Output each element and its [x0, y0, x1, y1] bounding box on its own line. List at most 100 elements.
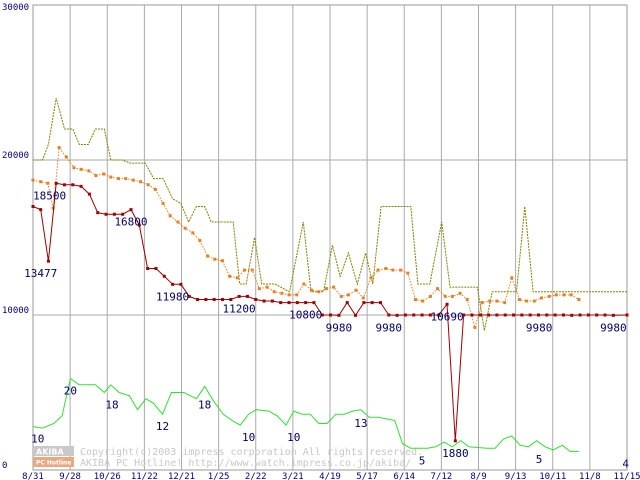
min-price-point [320, 313, 324, 317]
x-axis-ticks: 8/31 9/28 10/26 11/22 12/21 1/25 2/22 3/21 4/19 5… [22, 472, 640, 480]
average-price-point [525, 299, 529, 303]
average-price-point [257, 287, 261, 291]
data-label: 9980 [526, 321, 553, 334]
min-price-point [287, 301, 291, 305]
min-price-point [412, 313, 416, 317]
min-price-point [487, 313, 491, 317]
min-price-point [354, 313, 358, 317]
average-price-point [280, 291, 284, 295]
average-price-point [242, 268, 246, 272]
average-price-point [183, 226, 187, 230]
average-price-point [532, 299, 536, 303]
min-price-point [625, 313, 629, 317]
average-price-point [547, 294, 551, 298]
max-price-line [33, 97, 627, 331]
site-url-line: AKIBA PC Hotline! http://www.watch.impre… [80, 458, 411, 469]
data-label: 12 [156, 420, 169, 433]
average-price-point [436, 287, 440, 291]
average-price-point [198, 239, 202, 243]
data-label: 20 [64, 385, 77, 398]
min-price-point [179, 282, 183, 286]
min-price-point [536, 313, 540, 317]
average-price-point [109, 175, 113, 179]
average-price-point [31, 178, 35, 182]
min-price-point [196, 298, 200, 301]
min-price-point [79, 184, 83, 188]
x-tick-label: 10/26 [94, 472, 121, 480]
average-price-point [295, 293, 299, 297]
average-price-point [310, 288, 314, 292]
min-price-point [495, 313, 499, 317]
average-price-point [79, 167, 83, 171]
average-price-point [539, 296, 543, 300]
min-price-point [345, 301, 349, 305]
average-price-point [317, 290, 321, 294]
average-price-point [228, 274, 232, 278]
average-price-point [287, 293, 291, 297]
average-price-point [168, 214, 172, 218]
y-axis-ticks: 30000 20000 10000 0 [2, 3, 29, 471]
data-label: 10690 [430, 310, 463, 323]
copyright-line: Copyright(c)2003 impress corporation All… [80, 447, 423, 458]
min-price-point [104, 212, 108, 216]
data-label: 5 [419, 454, 426, 467]
average-price-point [235, 276, 239, 280]
min-price-point [370, 301, 374, 305]
average-price-point [117, 177, 121, 181]
data-label: 11980 [156, 290, 189, 303]
min-price-point [512, 313, 516, 317]
min-price-point [595, 313, 599, 317]
y-tick-label: 30000 [2, 3, 29, 13]
average-price-point [324, 287, 328, 291]
min-price-point [137, 223, 141, 227]
min-price-point [262, 299, 266, 303]
min-price-point [62, 183, 66, 187]
average-price-point [510, 276, 514, 280]
average-price-point [176, 220, 180, 224]
data-label: 11200 [223, 302, 256, 315]
min-price-point [171, 282, 175, 286]
min-price-point [204, 298, 208, 301]
average-price-point [517, 298, 521, 301]
min-price-point [437, 313, 441, 317]
average-price-point [332, 285, 336, 289]
data-series [31, 97, 629, 452]
average-price-point [458, 291, 462, 295]
min-price-point [553, 313, 557, 317]
min-price-point [329, 313, 333, 317]
min-price-point [237, 294, 241, 298]
average-price-point [577, 298, 581, 301]
average-price-point [465, 298, 469, 301]
data-label: 5 [536, 453, 543, 466]
average-price-point [399, 268, 403, 272]
min-price-point [295, 301, 299, 305]
average-price-point [213, 257, 217, 261]
min-price-point [254, 298, 258, 301]
average-price-point [361, 296, 365, 300]
data-label: 4 [622, 457, 629, 470]
average-price-point [191, 231, 195, 235]
data-label: 18 [198, 399, 211, 412]
average-price-point [369, 276, 373, 280]
min-price-point [545, 313, 549, 317]
average-price-point [272, 290, 276, 294]
min-price-point [154, 267, 158, 270]
data-label: 1880 [442, 447, 469, 460]
average-price-point [569, 293, 573, 297]
min-price-point [212, 298, 216, 301]
min-price-point [54, 181, 58, 185]
x-tick-label: 9/13 [505, 472, 527, 480]
data-label: 10 [31, 433, 44, 446]
min-price-point [420, 313, 424, 317]
x-tick-label: 7/12 [431, 472, 453, 480]
average-price-point [146, 183, 150, 187]
average-price-point [428, 294, 432, 298]
average-price-point [384, 267, 388, 270]
min-price-point [561, 313, 565, 317]
logo-top-text: AKIBA [36, 448, 64, 457]
average-price-point [102, 172, 106, 176]
min-price-point [245, 294, 249, 298]
min-price-point [229, 298, 233, 301]
data-label: 13 [354, 417, 367, 430]
